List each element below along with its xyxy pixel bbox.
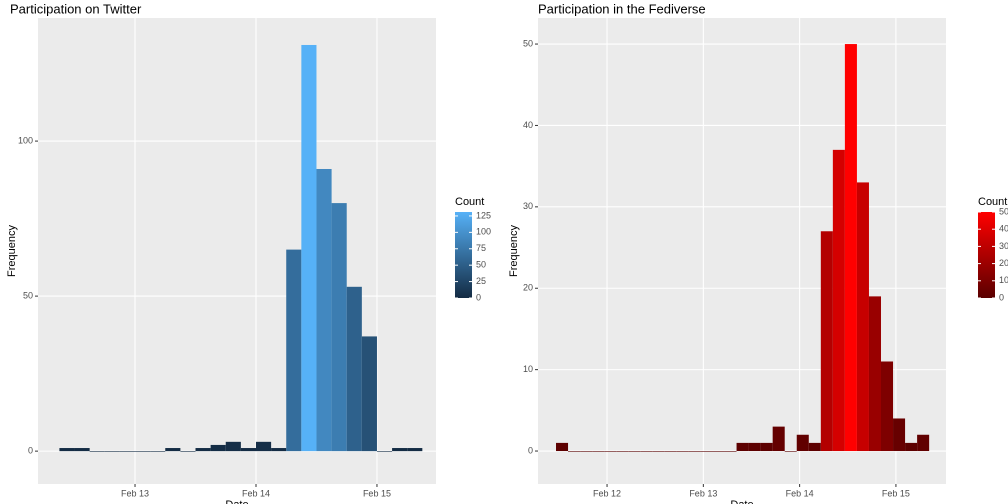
legend-label: 50 — [476, 260, 486, 270]
bar — [135, 451, 151, 452]
legend-label: 100 — [476, 227, 491, 237]
legend-label: 30 — [999, 241, 1008, 251]
bar — [580, 451, 593, 452]
bar — [407, 448, 423, 452]
chart-title: Participation in the Fediverse — [538, 1, 706, 16]
bar — [376, 451, 393, 452]
bar — [652, 451, 665, 452]
legend-label: 75 — [476, 243, 486, 253]
bar — [917, 434, 930, 452]
y-tick-label: 50 — [23, 290, 33, 300]
bar — [255, 441, 272, 452]
bar — [392, 448, 408, 452]
bar — [346, 286, 362, 452]
x-tick-label: Feb 15 — [363, 488, 391, 498]
legend-label: 125 — [476, 210, 491, 220]
bar — [59, 448, 75, 452]
legend-title: Count — [978, 196, 1007, 208]
bar — [712, 451, 725, 452]
bar — [150, 451, 166, 452]
bar — [760, 442, 773, 452]
bar — [604, 451, 617, 452]
bar — [796, 434, 809, 452]
bar — [331, 203, 347, 452]
bar — [700, 451, 713, 452]
bar — [616, 451, 629, 452]
bar — [119, 451, 136, 452]
bar — [724, 451, 737, 452]
bar — [640, 451, 653, 452]
bar — [905, 442, 918, 452]
bar — [893, 418, 906, 452]
legend-label: 50 — [999, 206, 1008, 216]
x-tick-label: Feb 15 — [882, 488, 910, 498]
x-axis-label: Date — [730, 499, 753, 504]
bar — [240, 448, 256, 452]
bar — [271, 448, 287, 452]
bar — [844, 44, 857, 452]
bar — [195, 448, 211, 452]
y-tick-label: 0 — [28, 446, 33, 456]
bar — [316, 168, 332, 452]
legend-label: 20 — [999, 258, 1008, 268]
bar — [748, 442, 761, 452]
y-tick-label: 20 — [523, 283, 533, 293]
x-tick-label: Feb 14 — [242, 488, 270, 498]
y-axis-label: Frequency — [508, 225, 520, 277]
bar — [628, 451, 641, 452]
colorbar — [978, 212, 995, 298]
colorbar — [455, 212, 472, 298]
x-tick-label: Feb 13 — [121, 488, 149, 498]
bar — [868, 296, 882, 452]
y-tick-label: 30 — [523, 201, 533, 211]
legend-label: 25 — [476, 276, 486, 286]
y-tick-label: 0 — [528, 445, 533, 455]
bar — [820, 231, 833, 452]
bar — [772, 426, 785, 452]
y-tick-label: 40 — [523, 120, 533, 130]
x-axis-label: Date — [225, 499, 248, 504]
x-tick-label: Feb 13 — [689, 488, 717, 498]
bar — [74, 448, 90, 452]
x-tick-label: Feb 14 — [786, 488, 814, 498]
bar — [808, 442, 821, 452]
bar — [676, 451, 689, 452]
bar — [286, 249, 302, 452]
bar — [592, 451, 605, 452]
legend-label: 40 — [999, 224, 1008, 234]
bar — [568, 451, 581, 452]
bar — [361, 336, 377, 452]
bar — [664, 451, 677, 452]
y-tick-label: 10 — [523, 364, 533, 374]
bar — [89, 451, 105, 452]
bar — [832, 149, 845, 452]
x-tick-label: Feb 12 — [593, 488, 621, 498]
bar — [784, 451, 797, 452]
bar — [180, 451, 196, 452]
legend-label: 10 — [999, 275, 1008, 285]
y-axis-label: Frequency — [6, 225, 18, 277]
legend-label: 0 — [476, 292, 481, 302]
bar — [165, 448, 181, 452]
legend-label: 0 — [999, 292, 1004, 302]
bar — [856, 182, 869, 452]
bar — [225, 441, 241, 452]
bar — [556, 442, 569, 452]
bar — [736, 442, 749, 452]
bar — [881, 361, 894, 452]
y-tick-label: 100 — [18, 135, 33, 145]
bar — [210, 444, 226, 452]
bar — [688, 451, 701, 452]
y-tick-label: 50 — [523, 38, 533, 48]
chart-title: Participation on Twitter — [10, 1, 142, 16]
bar — [301, 44, 317, 452]
bar — [104, 451, 120, 452]
legend-title: Count — [455, 196, 484, 208]
